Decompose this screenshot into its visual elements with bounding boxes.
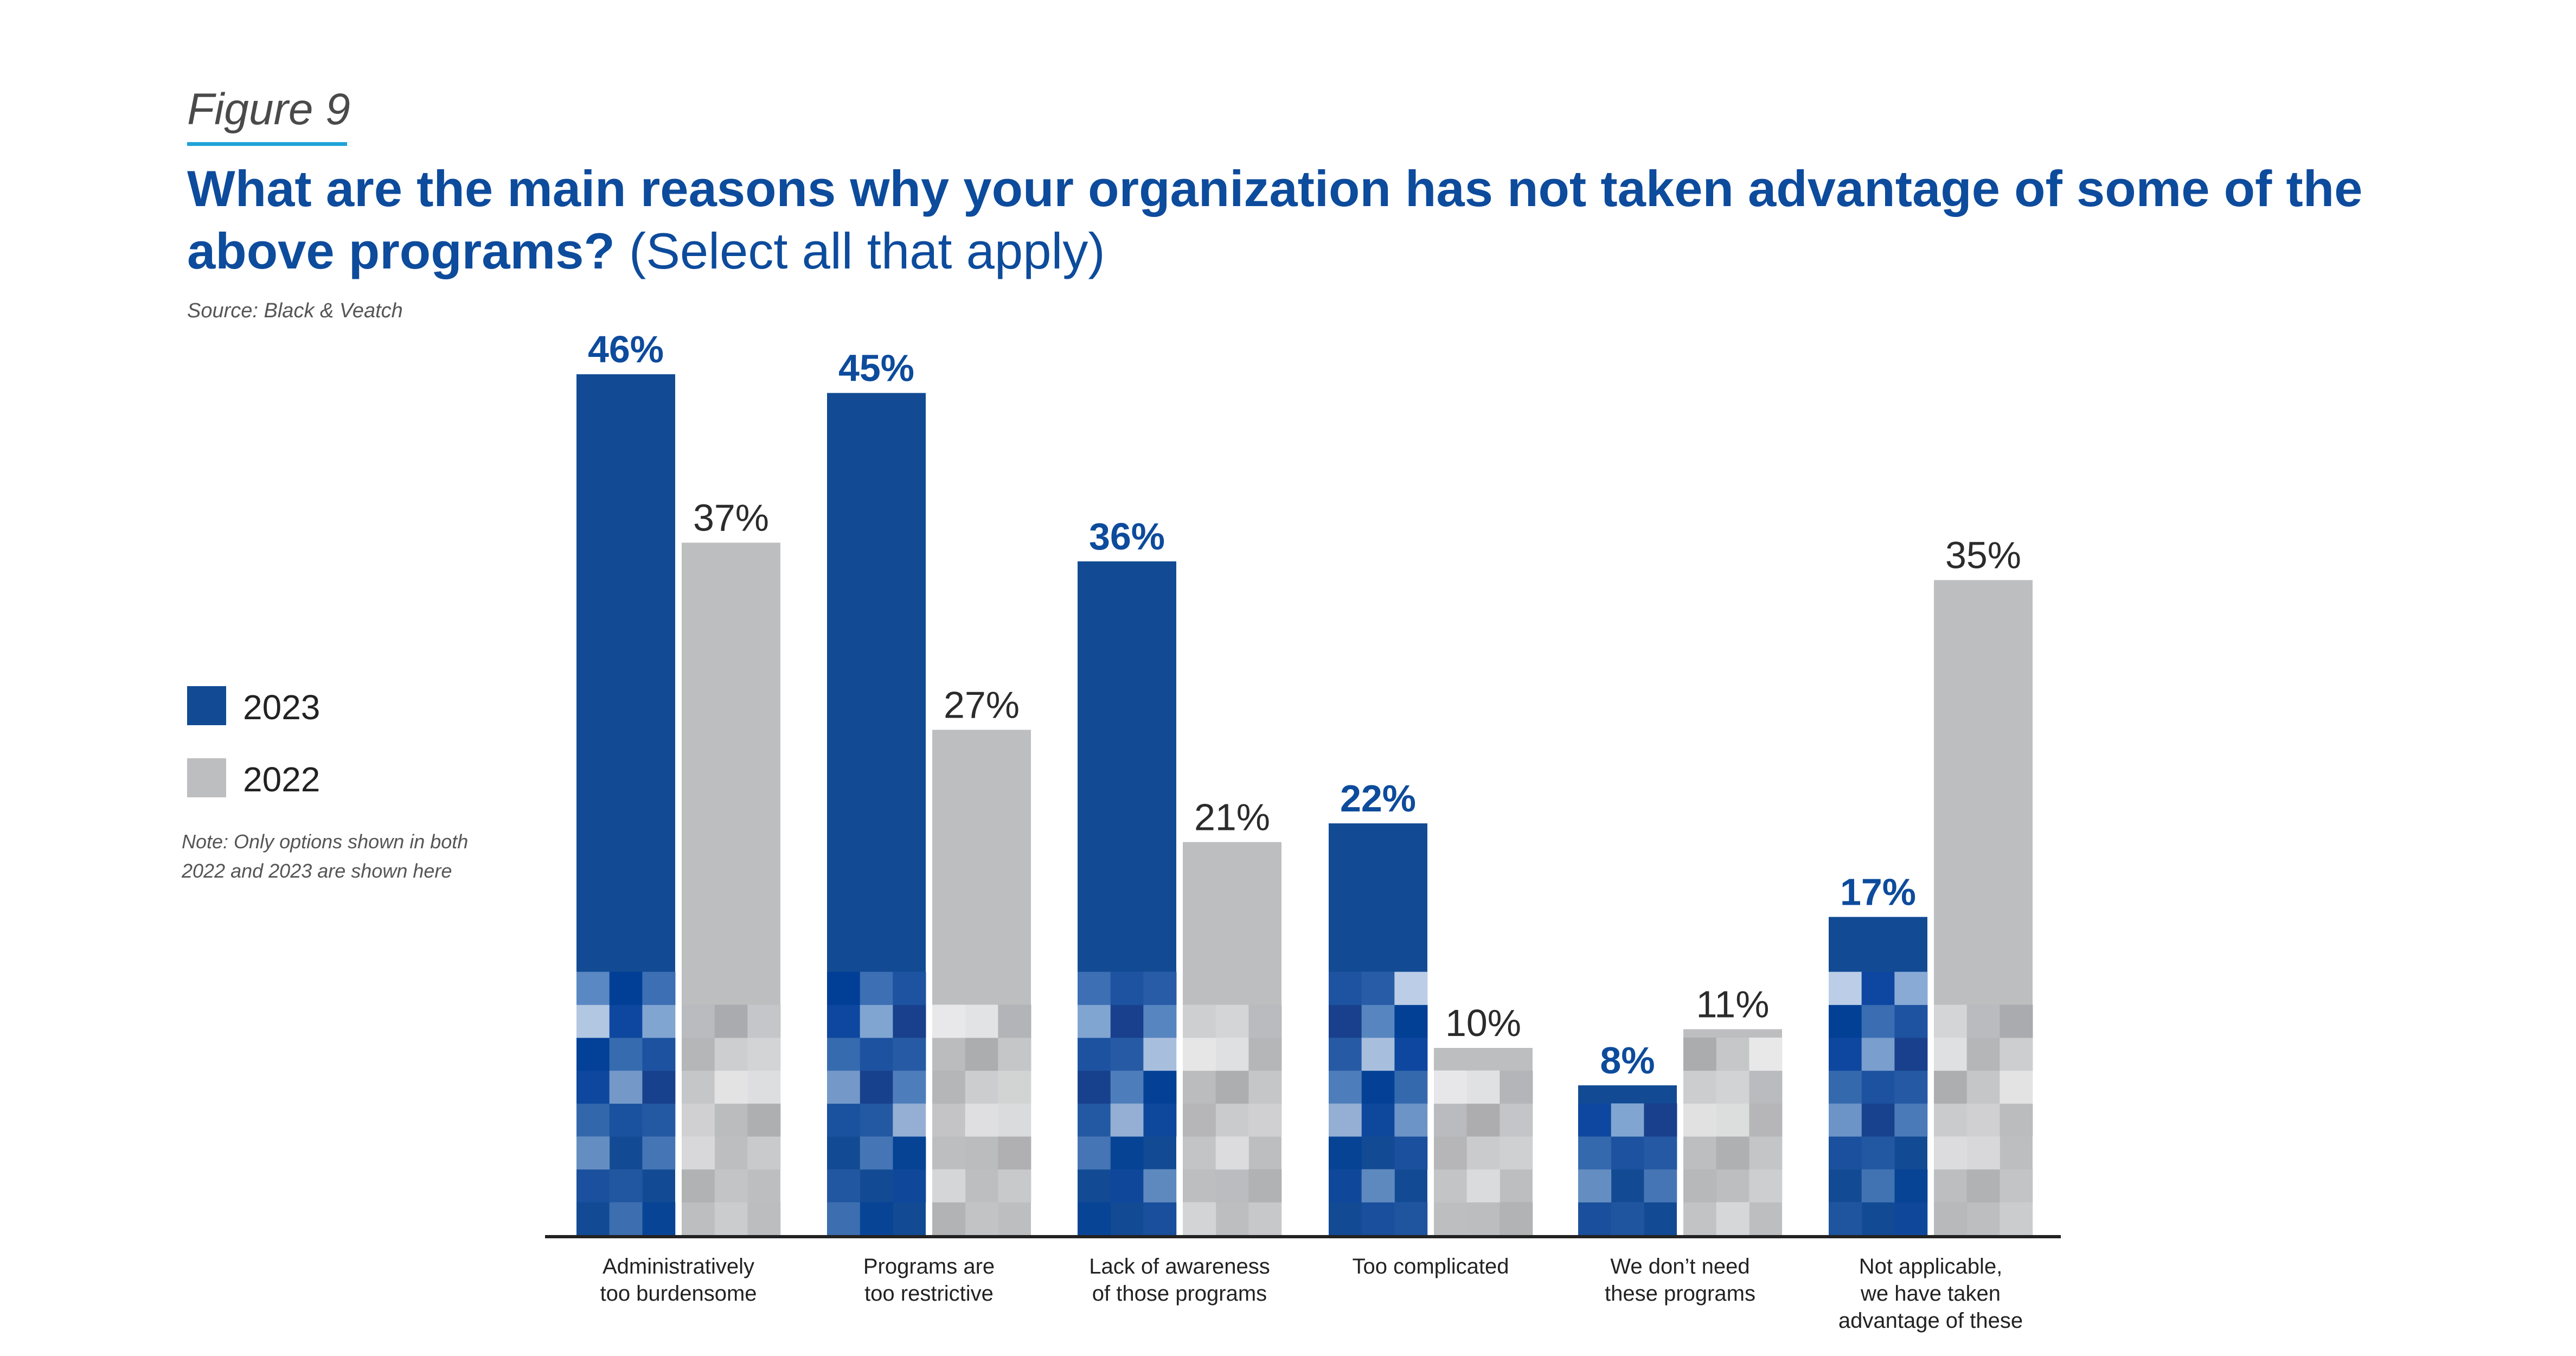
bar-2023-3 <box>1329 823 1428 1236</box>
footnote: Note: Only options shown in both 2022 an… <box>182 830 469 882</box>
data-label-2022-4: 11% <box>1696 983 1770 1026</box>
bar-2023-1 <box>827 393 926 1236</box>
data-label-2023-2: 36% <box>1089 515 1165 558</box>
data-label-2023-1: 45% <box>838 347 914 389</box>
title-question: What are the main reasons why your organ… <box>187 160 2363 279</box>
bar-2023-2 <box>1078 561 1177 1236</box>
x-tick-label-1: Programs are too restrictive <box>863 1255 995 1306</box>
data-label-2022-1: 27% <box>944 684 1020 726</box>
chart-title: What are the main reasons why your organ… <box>187 157 2411 282</box>
legend-swatch-2023 <box>187 686 226 725</box>
bar-2023-0 <box>576 374 676 1236</box>
x-tick-label-4: We don’t need these programs <box>1605 1255 1755 1306</box>
bar-2022-4 <box>1683 1029 1783 1236</box>
legend-label-2022: 2022 <box>243 760 321 799</box>
x-tick-label-0: Administratively too burdensome <box>600 1255 757 1306</box>
x-tick-label-5: Not applicable, we have taken advantage of… <box>1838 1255 2023 1333</box>
data-label-2022-2: 21% <box>1194 796 1270 839</box>
data-label-2023-0: 46% <box>588 328 664 370</box>
data-label-2022-0: 37% <box>693 497 769 539</box>
legend-swatch-2022 <box>187 758 226 797</box>
bar-2022-5 <box>1934 580 2033 1236</box>
source-note: Source: Black & Veatch <box>187 299 403 322</box>
bar-2022-3 <box>1434 1048 1533 1236</box>
bar-2022-0 <box>682 542 781 1236</box>
data-label-2023-4: 8% <box>1600 1039 1655 1082</box>
title-select-note: (Select all that apply) <box>629 222 1105 279</box>
bar-2022-1 <box>932 730 1031 1236</box>
x-tick-label-3: Too complicated <box>1352 1255 1509 1278</box>
bar-2022-2 <box>1183 842 1282 1236</box>
bar-2023-4 <box>1578 1085 1677 1236</box>
legend-label-2023: 2023 <box>243 688 321 727</box>
data-label-2023-3: 22% <box>1340 777 1416 820</box>
bar-2023-5 <box>1829 917 1928 1236</box>
data-label-2022-3: 10% <box>1445 1002 1521 1044</box>
x-tick-label-2: Lack of awareness of those programs <box>1089 1255 1270 1306</box>
data-label-2023-5: 17% <box>1840 871 1916 913</box>
figure-underline <box>187 142 347 146</box>
data-label-2022-5: 35% <box>1945 534 2021 577</box>
figure-label: Figure 9 <box>187 85 350 134</box>
